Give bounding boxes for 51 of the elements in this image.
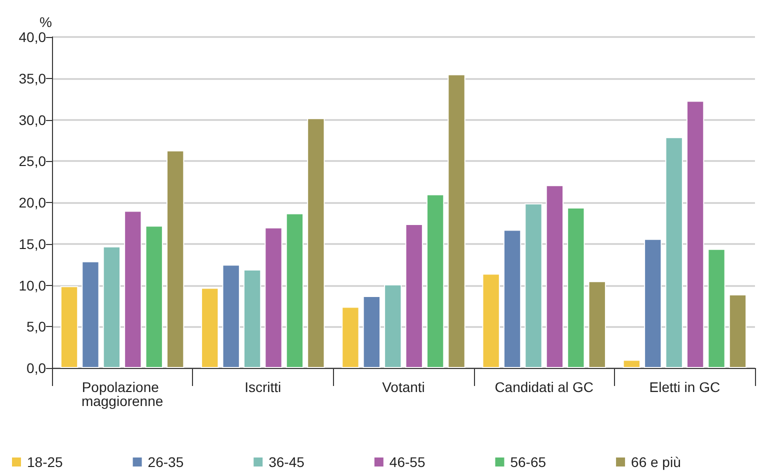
bar bbox=[60, 286, 78, 368]
y-axis-title: % bbox=[40, 14, 52, 30]
bar bbox=[405, 224, 423, 368]
y-tick-label: 40,0 bbox=[18, 29, 46, 45]
bar bbox=[708, 248, 726, 368]
bar bbox=[264, 227, 282, 368]
bar bbox=[686, 100, 704, 368]
bar bbox=[201, 288, 219, 368]
bar bbox=[426, 194, 444, 368]
bar bbox=[482, 274, 500, 368]
bar bbox=[665, 137, 683, 368]
y-tick-label: 15,0 bbox=[18, 236, 46, 252]
x-tick-label: Eletti in GC bbox=[649, 379, 720, 395]
legend-label: 18-25 bbox=[27, 454, 64, 470]
bar bbox=[342, 306, 360, 368]
bar bbox=[384, 284, 402, 368]
bar bbox=[524, 203, 542, 368]
x-tick-label: Votanti bbox=[382, 379, 425, 395]
x-tick-label: Candidati al GC bbox=[494, 379, 594, 395]
bar bbox=[286, 213, 304, 368]
x-tick-label: Popolazione maggiorenne bbox=[81, 379, 164, 409]
bar bbox=[102, 246, 121, 368]
y-tick-label: 20,0 bbox=[18, 194, 46, 210]
legend-label: 26-35 bbox=[148, 454, 184, 470]
bar bbox=[503, 230, 522, 368]
bar bbox=[622, 360, 641, 368]
bar bbox=[82, 261, 100, 368]
y-tick-label: 0,0 bbox=[26, 360, 46, 376]
bar bbox=[145, 226, 163, 368]
bar bbox=[362, 296, 381, 368]
bar bbox=[243, 270, 262, 368]
legend-label: 56-65 bbox=[510, 454, 546, 470]
bar bbox=[307, 118, 325, 368]
legend-label: 36-45 bbox=[268, 454, 305, 470]
bar bbox=[222, 264, 240, 368]
bar bbox=[567, 207, 585, 368]
bar bbox=[588, 281, 606, 368]
y-tick-label: 10,0 bbox=[18, 277, 46, 294]
y-tick-label: 30,0 bbox=[18, 112, 46, 128]
y-tick-label: 35,0 bbox=[18, 70, 46, 86]
bar bbox=[546, 185, 564, 368]
bar bbox=[448, 74, 466, 368]
legend-label: 66 e più bbox=[631, 454, 681, 470]
bar bbox=[728, 294, 747, 368]
legend-label: 46-55 bbox=[389, 454, 426, 470]
y-tick-label: 5,0 bbox=[26, 318, 46, 335]
y-tick-label: 25,0 bbox=[18, 153, 46, 170]
bar bbox=[124, 210, 142, 368]
bar bbox=[166, 150, 184, 368]
x-tick-label: Iscritti bbox=[244, 379, 282, 395]
bar bbox=[644, 238, 662, 368]
